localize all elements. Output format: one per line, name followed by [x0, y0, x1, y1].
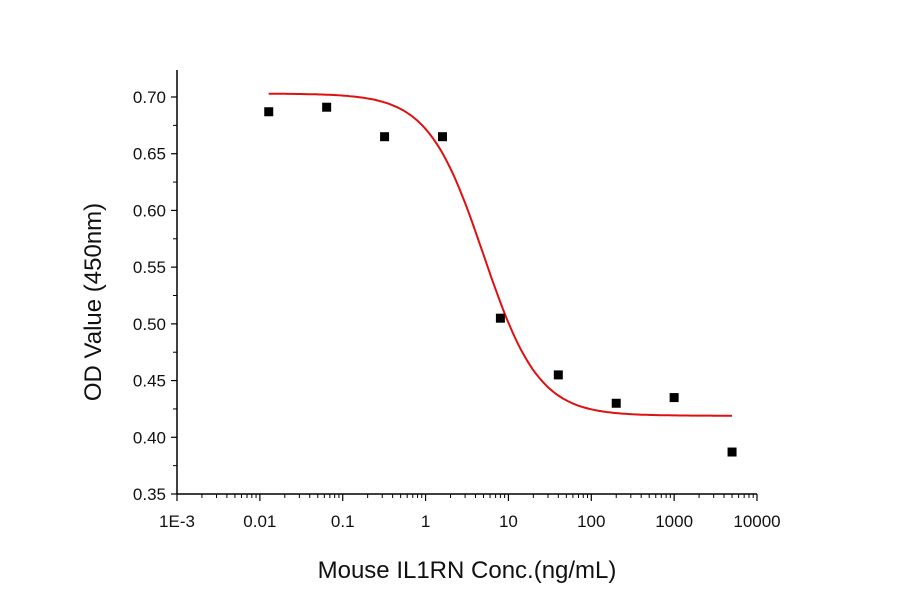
fit-curve — [268, 92, 733, 417]
y-tick-label: 0.50 — [133, 315, 166, 334]
y-tick-label: 0.70 — [133, 88, 166, 107]
y-tick-label: 0.40 — [133, 428, 166, 447]
x-tick-label: 1 — [421, 512, 430, 531]
data-point — [322, 102, 332, 112]
x-tick-label: 10 — [499, 512, 518, 531]
y-tick-label: 0.55 — [133, 258, 166, 277]
y-tick-label: 0.45 — [133, 372, 166, 391]
data-points — [264, 102, 737, 457]
x-tick-label: 1E-3 — [159, 512, 195, 531]
x-tick-label: 1000 — [655, 512, 693, 531]
data-point — [264, 107, 274, 117]
y-tick-label: 0.60 — [133, 201, 166, 220]
data-point — [495, 313, 505, 323]
x-tick-label: 0.01 — [243, 512, 276, 531]
y-tick-label: 0.65 — [133, 145, 166, 164]
x-tick-label: 0.1 — [331, 512, 355, 531]
data-point — [727, 447, 737, 457]
data-point — [437, 132, 447, 142]
y-axis-label: OD Value (450nm) — [80, 203, 107, 401]
data-point — [669, 393, 679, 403]
x-tick-label: 10000 — [733, 512, 780, 531]
data-point — [611, 398, 621, 408]
x-axis-label: Mouse IL1RN Conc.(ng/mL) — [318, 557, 617, 584]
data-point — [553, 370, 563, 380]
y-tick-label: 0.35 — [133, 485, 166, 504]
x-tick-label: 100 — [577, 512, 605, 531]
data-point — [380, 132, 390, 142]
axes: 0.35 0.40 0.45 0.50 0.55 0.60 0.65 0.70 1E-3 0.01… — [133, 70, 781, 531]
